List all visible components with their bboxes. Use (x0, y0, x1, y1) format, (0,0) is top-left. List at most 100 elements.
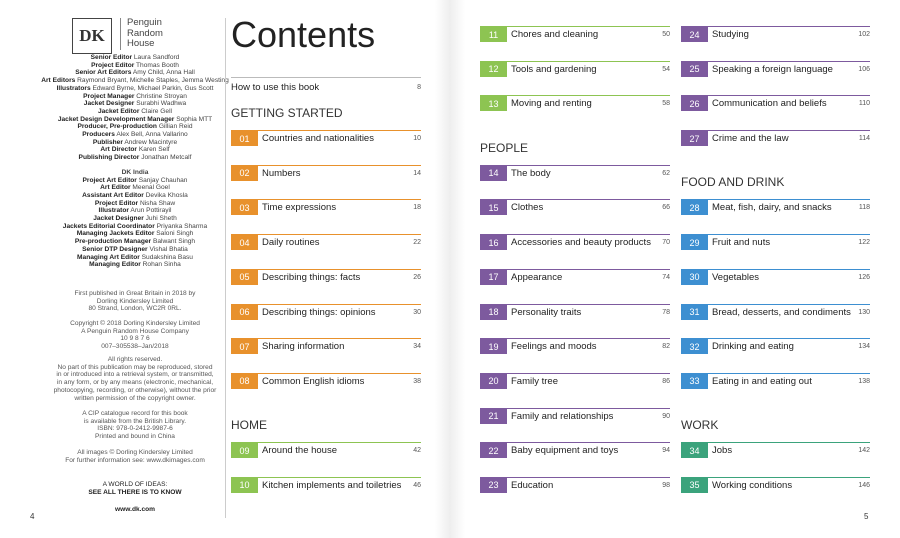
entry-page: 70 (662, 239, 670, 247)
entry-page: 90 (662, 412, 670, 420)
entry-slot: 13 Moving and renting 58 (480, 85, 670, 120)
entry-title: Describing things: opinions (262, 306, 376, 318)
credit-name: Jonathan Metcalf (141, 154, 192, 162)
entry-number: 20 (480, 373, 507, 389)
credit-role: Assistant Art Editor (82, 191, 144, 199)
entry-number: 07 (231, 339, 258, 355)
entry-slot: 18 Personality traits 78 (480, 294, 670, 329)
credit-line: Project Editor Nisha Shaw (30, 200, 240, 208)
entry-number: 32 (681, 339, 708, 355)
section-heading: GETTING STARTED (231, 106, 343, 121)
entry-page: 110 (858, 100, 870, 108)
entry-title: Jobs (712, 445, 733, 457)
imprint-line: written permission of the copyright owne… (74, 394, 196, 402)
entry-page: 14 (413, 169, 421, 177)
entry-number: 13 (480, 96, 507, 112)
entry-page: 8 (417, 83, 421, 91)
entry-number: 23 (480, 477, 507, 493)
imprint-line: 80 Strand, London, WC2R 0RL. (88, 305, 182, 313)
entry-row: 19 Feelings and moods 82 (480, 338, 670, 355)
entry-title: Feelings and moods (511, 341, 597, 353)
entry-page: 98 (662, 481, 670, 489)
credit-name: Gillian Reid (158, 123, 193, 131)
entry-number: 28 (681, 200, 708, 216)
entry-row: 18 Personality traits 78 (480, 303, 670, 320)
credit-line: Project Manager Christine Stroyan (30, 93, 240, 101)
entry-title: Speaking a foreign language (712, 63, 833, 75)
entry-title: Kitchen implements and toiletries (262, 479, 402, 491)
credit-name: Christine Stroyan (136, 92, 187, 100)
entry-row: 20 Family tree 86 (480, 372, 670, 389)
entry-number: 05 (231, 269, 258, 285)
credit-name: Edward Byrne, Michael Parkin, Gus Scott (92, 84, 214, 92)
entry-slot: 21 Family and relationships 90 (480, 398, 670, 433)
credit-line: Jacket Design Development Manager Sophia… (30, 116, 240, 124)
logo: DK Penguin Random House (72, 17, 163, 54)
entry-slot: 29 Fruit and nuts 122 (681, 224, 870, 259)
credit-line: Art Director Karen Self (30, 146, 240, 154)
entry-slot: 35 Working conditions 146 (681, 467, 870, 502)
entry-row: 23 Education 98 (480, 476, 670, 493)
entry-row: 14 The body 62 (480, 164, 670, 181)
entry-title: Daily routines (262, 237, 320, 249)
credit-name: Raymond Bryant, Michelle Staples, Jemma … (77, 77, 229, 85)
entry-number: 24 (681, 27, 708, 42)
credit-name: Andrew Macintyre (124, 138, 178, 146)
entry-page: 78 (662, 308, 670, 316)
credit-name: Meenal Goel (132, 184, 170, 192)
credit-heading: DK India (121, 168, 149, 176)
entry-row: 26 Communication and beliefs 110 (681, 95, 870, 112)
entry-title: How to use this book (231, 81, 320, 93)
entry-row: 16 Accessories and beauty products 70 (480, 234, 670, 251)
credit-name: Vishal Bhatia (149, 245, 188, 253)
credit-name: Rohan Sinha (142, 261, 181, 269)
credit-role: Illustrator (98, 207, 129, 215)
entry-title: Chores and cleaning (511, 29, 599, 40)
credit-role: Project Art Editor (82, 176, 137, 184)
credit-line: Pre-production Manager Balwant Singh (30, 238, 240, 246)
credit-role: Jackets Editorial Coordinator (62, 222, 155, 230)
entry-title: Communication and beliefs (712, 98, 827, 110)
entry-page: 10 (413, 135, 421, 143)
credit-role: Jacket Designer (93, 215, 144, 223)
entry-row: 09 Around the house 42 (231, 442, 421, 459)
entry-row: 10 Kitchen implements and toiletries 46 (231, 476, 421, 493)
entry-number: 09 (231, 443, 258, 459)
entry-number: 11 (480, 27, 507, 42)
credit-role: Producers (82, 131, 115, 139)
section-slot: FOOD AND DRINK (681, 155, 870, 189)
entry-page: 50 (662, 31, 670, 38)
entry-page: 58 (662, 100, 670, 108)
entry-number: 26 (681, 96, 708, 112)
entry-page: 126 (858, 273, 870, 281)
imprint-line: All images © Dorling Kindersley Limited (77, 449, 193, 456)
entry-row: 02 Numbers 14 (231, 164, 421, 181)
entry-page: 18 (413, 204, 421, 212)
entry-number: 29 (681, 235, 708, 251)
credit-role: Illustrators (56, 84, 91, 92)
imprint-block: A WORLD OF IDEAS: SEE ALL THERE IS TO KNO… (30, 481, 240, 496)
entry-page: 130 (858, 308, 870, 316)
entry-page: 134 (858, 343, 870, 351)
credit-role: Art Editors (41, 77, 76, 85)
credits: Senior Editor Laura Sandford Project Edit… (30, 54, 240, 269)
credit-role: Producer, Pre-production (77, 123, 157, 131)
entry-row: 33 Eating in and eating out 138 (681, 372, 870, 389)
entry-row: 24 Studying 102 (681, 26, 870, 42)
credit-line: Publisher Andrew Macintyre (30, 139, 240, 147)
entry-number: 12 (480, 61, 507, 77)
entry-number: 10 (231, 477, 258, 493)
entry-page: 66 (662, 204, 670, 212)
entry-title: Describing things: facts (262, 271, 361, 283)
entry-slot: 25 Speaking a foreign language 106 (681, 51, 870, 86)
intro-row: How to use this book 8 (231, 76, 421, 93)
credit-name: Amy Child, Anna Hall (132, 69, 195, 77)
entry-number: 16 (480, 235, 507, 251)
credit-role: Managing Jackets Editor (76, 230, 155, 238)
imprint-block: A CIP catalogue record for this book is a… (30, 410, 240, 441)
credit-role: Project Manager (83, 92, 135, 100)
credit-name: Priyanka Sharma (156, 222, 208, 230)
entry-title: Education (511, 479, 554, 491)
credit-name: Juhi Sheth (145, 215, 177, 223)
entry-row: 13 Moving and renting 58 (480, 95, 670, 112)
